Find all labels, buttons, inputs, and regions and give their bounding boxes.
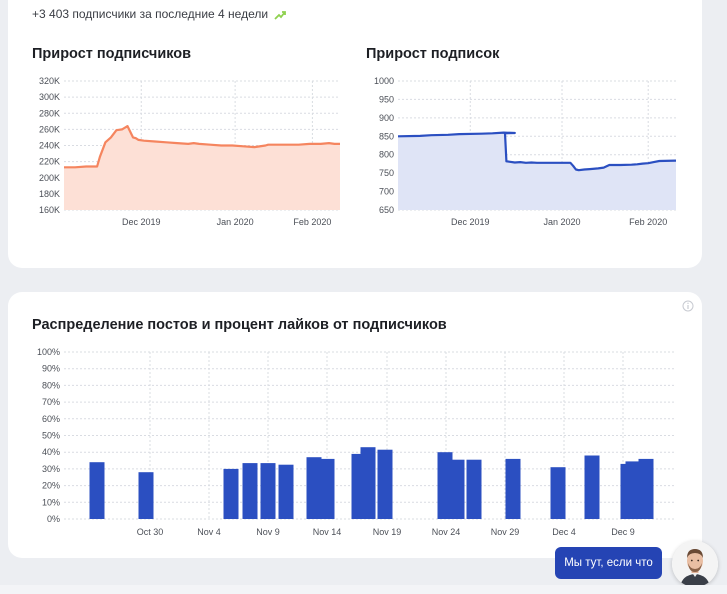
subscribers-area xyxy=(64,126,340,210)
posts-bar xyxy=(89,462,105,519)
subscribers-ytick-label: 280K xyxy=(39,108,60,118)
chart-title-posts: Распределение постов и процент лайков от… xyxy=(32,317,447,333)
subscribers-ytick-label: 220K xyxy=(39,157,60,167)
subscriptions-ytick-label: 950 xyxy=(379,94,394,104)
posts-ytick-label: 40% xyxy=(42,447,60,457)
subscribers-ytick-label: 160K xyxy=(39,205,60,215)
subscriptions-ytick-label: 800 xyxy=(379,150,394,160)
chart-title-subscribers: Прирост подписчиков xyxy=(32,46,192,62)
posts-xtick-label: Nov 9 xyxy=(256,527,280,537)
subscriptions-area xyxy=(398,132,676,210)
subscribers-ytick-label: 320K xyxy=(39,76,60,86)
posts-bar xyxy=(437,452,453,519)
subscribers-xtick-label: Jan 2020 xyxy=(217,217,254,227)
posts-bar xyxy=(319,458,335,519)
posts-ytick-label: 30% xyxy=(42,464,60,474)
support-avatar-image xyxy=(672,541,718,587)
posts-bar xyxy=(138,472,154,519)
summary-text: +3 403 подписчики за последние 4 недели xyxy=(32,7,269,21)
posts-ytick-label: 90% xyxy=(42,364,60,374)
posts-bar xyxy=(260,463,276,519)
posts-bar xyxy=(377,449,393,519)
posts-ytick-label: 0% xyxy=(47,514,60,524)
subscriptions-ytick-label: 650 xyxy=(379,205,394,215)
posts-ytick-label: 80% xyxy=(42,380,60,390)
posts-bar xyxy=(242,463,258,519)
posts-ytick-label: 60% xyxy=(42,414,60,424)
subscribers-xtick-label: Dec 2019 xyxy=(122,217,161,227)
trend-up-icon xyxy=(274,10,286,20)
posts-xtick-label: Nov 29 xyxy=(491,527,520,537)
posts-xtick-label: Oct 30 xyxy=(137,527,164,537)
subscribers-ytick-label: 300K xyxy=(39,92,60,102)
subscriptions-ytick-label: 750 xyxy=(379,168,394,178)
subscriptions-xtick-label: Dec 2019 xyxy=(451,217,490,227)
subscriber-summary: +3 403 подписчики за последние 4 недели xyxy=(32,7,286,21)
subscriptions-series-line xyxy=(397,131,677,172)
posts-bar xyxy=(223,468,239,519)
chart-title-subscriptions: Прирост подписок xyxy=(366,46,500,62)
subscriptions-xtick-label: Jan 2020 xyxy=(543,217,580,227)
posts-bar xyxy=(278,464,294,519)
subscribers-ytick-label: 240K xyxy=(39,141,60,151)
posts-bar xyxy=(466,459,482,519)
posts-ytick-label: 10% xyxy=(42,497,60,507)
subscribers-xtick-label: Feb 2020 xyxy=(293,217,331,227)
subscriptions-ytick-label: 900 xyxy=(379,113,394,123)
subscriptions-xtick-label: Feb 2020 xyxy=(629,217,667,227)
posts-xtick-label: Nov 19 xyxy=(373,527,402,537)
chat-button[interactable]: Мы тут, если что xyxy=(555,547,662,579)
subscriptions-ytick-label: 850 xyxy=(379,131,394,141)
posts-bar xyxy=(550,467,566,519)
subscriptions-ytick-label: 700 xyxy=(379,187,394,197)
posts-bar xyxy=(638,458,654,519)
posts-ytick-label: 50% xyxy=(42,431,60,441)
avatar[interactable] xyxy=(672,541,718,587)
posts-bar xyxy=(505,458,521,519)
footer-strip xyxy=(0,585,727,594)
posts-bar xyxy=(625,461,641,519)
posts-xtick-label: Nov 4 xyxy=(197,527,221,537)
posts-bar xyxy=(306,457,322,519)
posts-xtick-label: Dec 9 xyxy=(611,527,635,537)
posts-xtick-label: Nov 24 xyxy=(432,527,461,537)
posts-bar xyxy=(360,447,376,519)
posts-bar xyxy=(584,455,600,519)
posts-ytick-label: 20% xyxy=(42,481,60,491)
posts-bar xyxy=(449,459,465,519)
posts-xtick-label: Dec 4 xyxy=(552,527,576,537)
subscribers-ytick-label: 200K xyxy=(39,173,60,183)
posts-ytick-label: 70% xyxy=(42,397,60,407)
posts-ytick-label: 100% xyxy=(37,347,60,357)
posts-xtick-label: Nov 14 xyxy=(313,527,342,537)
subscribers-series-line xyxy=(64,124,340,169)
subscribers-ytick-label: 260K xyxy=(39,124,60,134)
subscribers-ytick-label: 180K xyxy=(39,189,60,199)
subscriptions-ytick-label: 1000 xyxy=(374,76,394,86)
info-icon[interactable] xyxy=(682,300,694,312)
